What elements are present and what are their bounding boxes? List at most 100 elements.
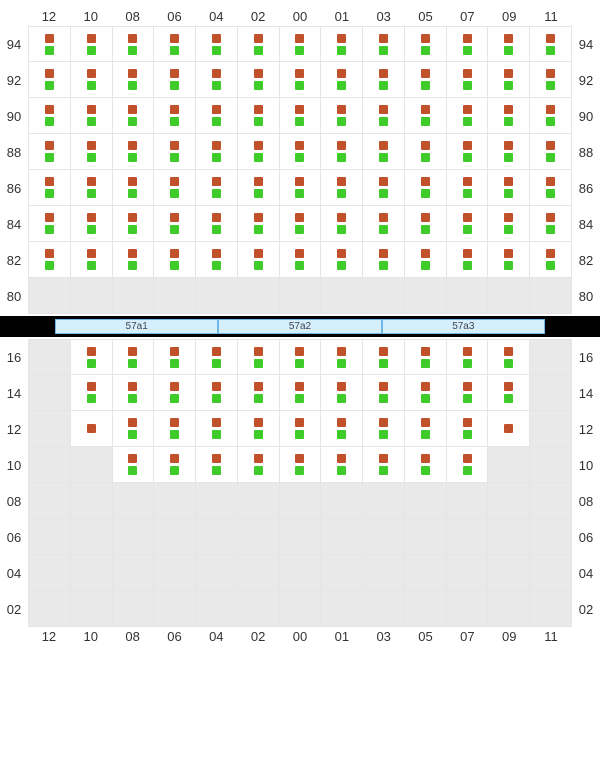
slot-active[interactable]: [113, 242, 155, 278]
slot-active[interactable]: [363, 375, 405, 411]
slot-active[interactable]: [280, 98, 322, 134]
slot-active[interactable]: [488, 411, 530, 447]
slot-active[interactable]: [238, 134, 280, 170]
slot-active[interactable]: [280, 447, 322, 483]
slot-active[interactable]: [196, 26, 238, 62]
slot-active[interactable]: [29, 26, 71, 62]
divider-tab[interactable]: 57a1: [55, 319, 218, 334]
slot-active[interactable]: [113, 62, 155, 98]
slot-active[interactable]: [113, 339, 155, 375]
slot-active[interactable]: [530, 98, 572, 134]
slot-active[interactable]: [196, 62, 238, 98]
slot-active[interactable]: [113, 206, 155, 242]
slot-active[interactable]: [488, 206, 530, 242]
slot-active[interactable]: [71, 375, 113, 411]
slot-active[interactable]: [71, 339, 113, 375]
slot-active[interactable]: [488, 134, 530, 170]
slot-active[interactable]: [488, 98, 530, 134]
slot-active[interactable]: [238, 170, 280, 206]
slot-active[interactable]: [405, 206, 447, 242]
slot-active[interactable]: [280, 134, 322, 170]
slot-active[interactable]: [29, 62, 71, 98]
slot-active[interactable]: [488, 62, 530, 98]
slot-active[interactable]: [280, 242, 322, 278]
slot-active[interactable]: [405, 242, 447, 278]
slot-active[interactable]: [71, 411, 113, 447]
slot-active[interactable]: [488, 339, 530, 375]
slot-active[interactable]: [363, 339, 405, 375]
slot-active[interactable]: [447, 411, 489, 447]
slot-active[interactable]: [447, 339, 489, 375]
slot-active[interactable]: [113, 447, 155, 483]
slot-active[interactable]: [154, 206, 196, 242]
slot-active[interactable]: [238, 26, 280, 62]
slot-active[interactable]: [488, 375, 530, 411]
slot-active[interactable]: [238, 62, 280, 98]
slot-active[interactable]: [405, 26, 447, 62]
slot-active[interactable]: [447, 375, 489, 411]
slot-active[interactable]: [363, 411, 405, 447]
slot-active[interactable]: [530, 206, 572, 242]
slot-active[interactable]: [405, 447, 447, 483]
slot-active[interactable]: [71, 98, 113, 134]
slot-active[interactable]: [238, 339, 280, 375]
slot-active[interactable]: [530, 62, 572, 98]
divider-tab[interactable]: 57a2: [218, 319, 381, 334]
slot-active[interactable]: [447, 134, 489, 170]
slot-active[interactable]: [196, 134, 238, 170]
slot-active[interactable]: [196, 447, 238, 483]
slot-active[interactable]: [154, 170, 196, 206]
slot-active[interactable]: [280, 170, 322, 206]
slot-active[interactable]: [530, 170, 572, 206]
slot-active[interactable]: [321, 411, 363, 447]
slot-active[interactable]: [321, 134, 363, 170]
slot-active[interactable]: [363, 134, 405, 170]
slot-active[interactable]: [321, 339, 363, 375]
slot-active[interactable]: [238, 411, 280, 447]
slot-active[interactable]: [447, 62, 489, 98]
slot-active[interactable]: [321, 447, 363, 483]
slot-active[interactable]: [405, 98, 447, 134]
slot-active[interactable]: [71, 170, 113, 206]
slot-active[interactable]: [280, 375, 322, 411]
slot-active[interactable]: [29, 134, 71, 170]
slot-active[interactable]: [238, 206, 280, 242]
slot-active[interactable]: [71, 134, 113, 170]
slot-active[interactable]: [154, 339, 196, 375]
slot-active[interactable]: [321, 62, 363, 98]
slot-active[interactable]: [196, 206, 238, 242]
slot-active[interactable]: [154, 242, 196, 278]
slot-active[interactable]: [196, 339, 238, 375]
slot-active[interactable]: [29, 170, 71, 206]
slot-active[interactable]: [196, 375, 238, 411]
slot-active[interactable]: [113, 170, 155, 206]
slot-active[interactable]: [154, 98, 196, 134]
slot-active[interactable]: [280, 62, 322, 98]
slot-active[interactable]: [321, 26, 363, 62]
slot-active[interactable]: [29, 98, 71, 134]
slot-active[interactable]: [154, 26, 196, 62]
slot-active[interactable]: [71, 206, 113, 242]
slot-active[interactable]: [405, 62, 447, 98]
slot-active[interactable]: [447, 170, 489, 206]
slot-active[interactable]: [363, 447, 405, 483]
slot-active[interactable]: [196, 242, 238, 278]
slot-active[interactable]: [530, 134, 572, 170]
slot-active[interactable]: [405, 339, 447, 375]
slot-active[interactable]: [363, 206, 405, 242]
slot-active[interactable]: [530, 242, 572, 278]
slot-active[interactable]: [363, 26, 405, 62]
slot-active[interactable]: [113, 375, 155, 411]
slot-active[interactable]: [405, 170, 447, 206]
slot-active[interactable]: [363, 62, 405, 98]
slot-active[interactable]: [447, 242, 489, 278]
slot-active[interactable]: [238, 375, 280, 411]
slot-active[interactable]: [154, 134, 196, 170]
slot-active[interactable]: [29, 242, 71, 278]
slot-active[interactable]: [363, 242, 405, 278]
slot-active[interactable]: [321, 98, 363, 134]
slot-active[interactable]: [280, 26, 322, 62]
slot-active[interactable]: [113, 411, 155, 447]
slot-active[interactable]: [154, 62, 196, 98]
slot-active[interactable]: [280, 206, 322, 242]
